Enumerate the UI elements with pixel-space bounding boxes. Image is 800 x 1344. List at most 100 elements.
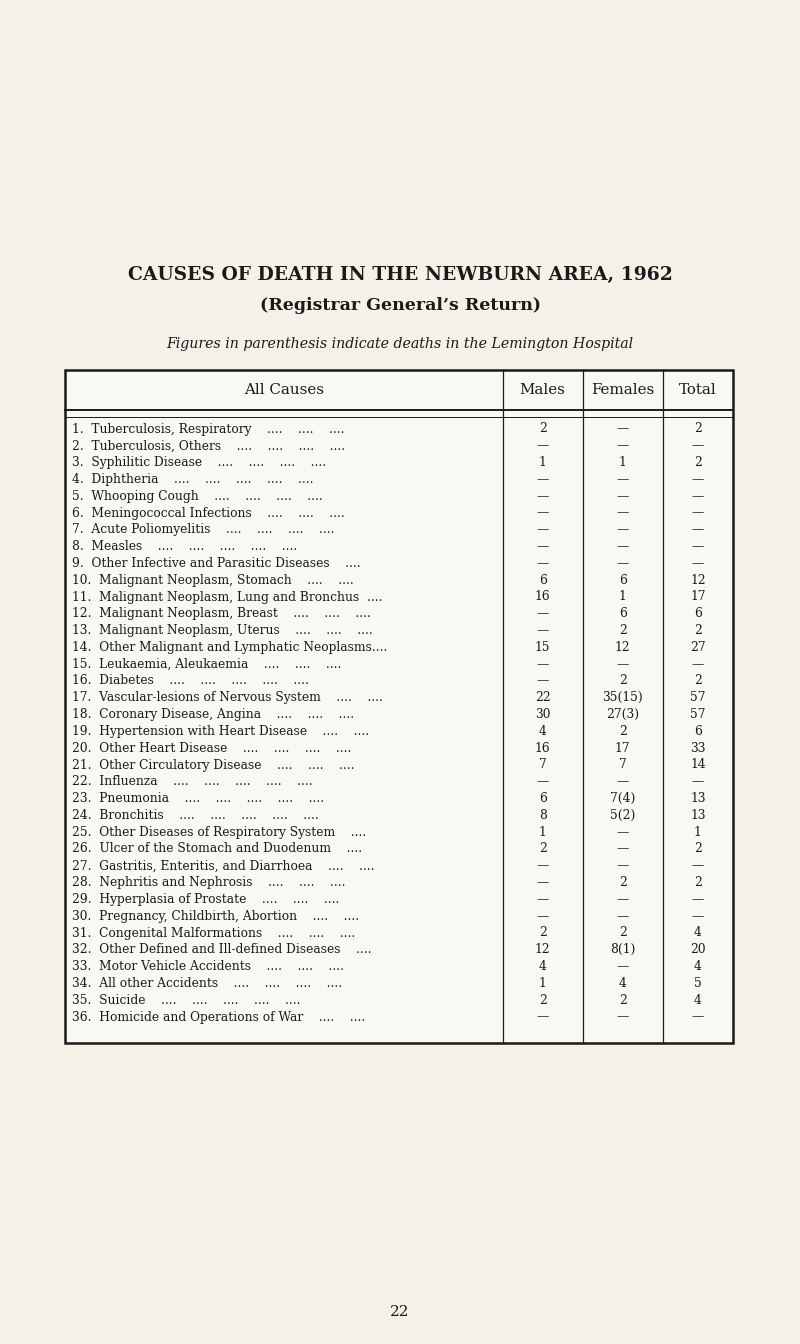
Text: 24.  Bronchitis    ....    ....    ....    ....    ....: 24. Bronchitis .... .... .... .... ....	[72, 809, 318, 823]
Text: 33.  Motor Vehicle Accidents    ....    ....    ....: 33. Motor Vehicle Accidents .... .... ..…	[72, 960, 344, 973]
Text: —: —	[692, 910, 704, 923]
Text: 10.  Malignant Neoplasm, Stomach    ....    ....: 10. Malignant Neoplasm, Stomach .... ...…	[72, 574, 354, 587]
Text: 7.  Acute Poliomyelitis    ....    ....    ....    ....: 7. Acute Poliomyelitis .... .... .... ..…	[72, 523, 334, 536]
Text: 1: 1	[538, 456, 546, 469]
Text: 9.  Other Infective and Parasitic Diseases    ....: 9. Other Infective and Parasitic Disease…	[72, 556, 361, 570]
Text: 12: 12	[690, 574, 706, 587]
Text: 2: 2	[694, 456, 702, 469]
Text: 57: 57	[690, 708, 706, 722]
Text: —: —	[617, 473, 629, 487]
Text: —: —	[692, 775, 704, 789]
Text: Total: Total	[679, 383, 717, 396]
Text: 1: 1	[619, 456, 626, 469]
Text: 4: 4	[619, 977, 626, 991]
Text: 17: 17	[615, 742, 630, 755]
Text: —: —	[692, 507, 704, 520]
Text: 4: 4	[694, 993, 702, 1007]
Text: 13: 13	[690, 809, 706, 823]
Text: 4.  Diphtheria    ....    ....    ....    ....    ....: 4. Diphtheria .... .... .... .... ....	[72, 473, 314, 487]
Text: 6: 6	[538, 792, 546, 805]
Text: 3.  Syphilitic Disease    ....    ....    ....    ....: 3. Syphilitic Disease .... .... .... ...…	[72, 456, 326, 469]
Text: 22: 22	[534, 691, 550, 704]
Text: —: —	[537, 540, 549, 554]
Text: 6.  Meningococcal Infections    ....    ....    ....: 6. Meningococcal Infections .... .... ..…	[72, 507, 345, 520]
Text: 2: 2	[619, 675, 626, 688]
Text: 1: 1	[694, 825, 702, 839]
Text: —: —	[692, 540, 704, 554]
Text: 2: 2	[538, 843, 546, 856]
Text: —: —	[537, 876, 549, 890]
Text: 22: 22	[390, 1305, 410, 1318]
Text: —: —	[617, 960, 629, 973]
Text: 16: 16	[535, 742, 550, 755]
Text: —: —	[537, 489, 549, 503]
Text: —: —	[617, 540, 629, 554]
Text: 1: 1	[538, 977, 546, 991]
Text: 57: 57	[690, 691, 706, 704]
Bar	[65, 370, 733, 1043]
Text: —: —	[617, 859, 629, 872]
Text: 5(2): 5(2)	[610, 809, 635, 823]
Text: 4: 4	[694, 960, 702, 973]
Text: 4: 4	[538, 724, 546, 738]
Text: 5.  Whooping Cough    ....    ....    ....    ....: 5. Whooping Cough .... .... .... ....	[72, 489, 322, 503]
Text: (Registrar General’s Return): (Registrar General’s Return)	[259, 297, 541, 313]
Text: 26.  Ulcer of the Stomach and Duodenum    ....: 26. Ulcer of the Stomach and Duodenum ..…	[72, 843, 362, 856]
Text: 15: 15	[535, 641, 550, 655]
Text: 16.  Diabetes    ....    ....    ....    ....    ....: 16. Diabetes .... .... .... .... ....	[72, 675, 309, 688]
Text: —: —	[692, 1011, 704, 1024]
Text: —: —	[537, 892, 549, 906]
Text: —: —	[617, 422, 629, 435]
Text: 1: 1	[619, 590, 626, 603]
Text: 2: 2	[538, 993, 546, 1007]
Text: 35.  Suicide    ....    ....    ....    ....    ....: 35. Suicide .... .... .... .... ....	[72, 993, 301, 1007]
Text: 25.  Other Diseases of Respiratory System    ....: 25. Other Diseases of Respiratory System…	[72, 825, 366, 839]
Text: 2: 2	[619, 724, 626, 738]
Text: Females: Females	[591, 383, 654, 396]
Text: 30: 30	[535, 708, 550, 722]
Text: 20: 20	[690, 943, 706, 957]
Text: 33: 33	[690, 742, 706, 755]
Text: 17.  Vascular-lesions of Nervous System    ....    ....: 17. Vascular-lesions of Nervous System .…	[72, 691, 383, 704]
Text: 7: 7	[538, 758, 546, 771]
Text: —: —	[692, 473, 704, 487]
Text: —: —	[537, 675, 549, 688]
Text: 27.  Gastritis, Enteritis, and Diarrhoea    ....    ....: 27. Gastritis, Enteritis, and Diarrhoea …	[72, 859, 374, 872]
Text: —: —	[537, 910, 549, 923]
Text: 14: 14	[690, 758, 706, 771]
Text: —: —	[692, 657, 704, 671]
Text: 35(15): 35(15)	[602, 691, 643, 704]
Text: —: —	[537, 607, 549, 621]
Text: 12: 12	[615, 641, 630, 655]
Text: 2.  Tuberculosis, Others    ....    ....    ....    ....: 2. Tuberculosis, Others .... .... .... .…	[72, 439, 345, 453]
Text: —: —	[617, 1011, 629, 1024]
Text: 11.  Malignant Neoplasm, Lung and Bronchus  ....: 11. Malignant Neoplasm, Lung and Bronchu…	[72, 590, 382, 603]
Text: 4: 4	[538, 960, 546, 973]
Text: 19.  Hypertension with Heart Disease    ....    ....: 19. Hypertension with Heart Disease ....…	[72, 724, 369, 738]
Text: —: —	[617, 910, 629, 923]
Text: 15.  Leukaemia, Aleukaemia    ....    ....    ....: 15. Leukaemia, Aleukaemia .... .... ....	[72, 657, 342, 671]
Text: 34.  All other Accidents    ....    ....    ....    ....: 34. All other Accidents .... .... .... .…	[72, 977, 342, 991]
Text: 16: 16	[535, 590, 550, 603]
Text: 2: 2	[694, 675, 702, 688]
Text: —: —	[617, 439, 629, 453]
Text: 2: 2	[694, 876, 702, 890]
Text: 6: 6	[538, 574, 546, 587]
Text: 5: 5	[694, 977, 702, 991]
Text: 2: 2	[619, 624, 626, 637]
Text: 17: 17	[690, 590, 706, 603]
Text: CAUSES OF DEATH IN THE NEWBURN AREA, 1962: CAUSES OF DEATH IN THE NEWBURN AREA, 196…	[128, 266, 672, 284]
Text: —: —	[537, 657, 549, 671]
Text: 36.  Homicide and Operations of War    ....    ....: 36. Homicide and Operations of War .... …	[72, 1011, 366, 1024]
Text: —: —	[537, 556, 549, 570]
Text: —: —	[537, 439, 549, 453]
Text: 6: 6	[619, 574, 626, 587]
Text: 2: 2	[538, 422, 546, 435]
Text: 8: 8	[538, 809, 546, 823]
Text: 1: 1	[538, 825, 546, 839]
Text: —: —	[537, 775, 549, 789]
Text: 28.  Nephritis and Nephrosis    ....    ....    ....: 28. Nephritis and Nephrosis .... .... ..…	[72, 876, 346, 890]
Text: 6: 6	[619, 607, 626, 621]
Text: 32.  Other Defined and Ill-defined Diseases    ....: 32. Other Defined and Ill-defined Diseas…	[72, 943, 371, 957]
Text: 18.  Coronary Disease, Angina    ....    ....    ....: 18. Coronary Disease, Angina .... .... .…	[72, 708, 354, 722]
